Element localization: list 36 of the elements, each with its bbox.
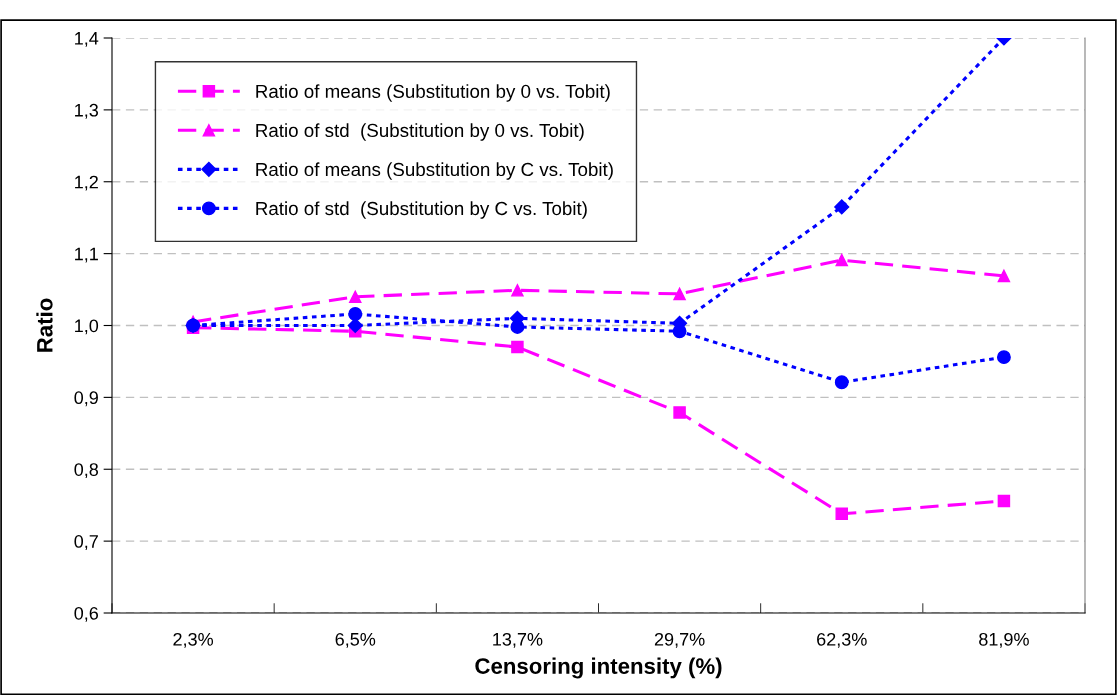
x-tick-label: 2,3% (173, 632, 214, 648)
point (835, 253, 849, 267)
y-tick-label: 1,4 (75, 32, 99, 47)
x-tick-label: 62,3% (817, 632, 867, 648)
y-tick-label: 1,2 (75, 175, 98, 191)
x-tick-label: 13,7% (493, 632, 543, 648)
point (672, 324, 687, 339)
point (348, 290, 362, 304)
point (834, 199, 850, 215)
y-tick-label: 1,3 (75, 103, 99, 119)
x-tick-label: 81,9% (979, 632, 1029, 648)
y-tick-label: 1,0 (75, 319, 99, 335)
y-tick-label: 0,6 (74, 606, 99, 622)
point (997, 269, 1011, 283)
point (511, 340, 524, 354)
x-tick-label: 6,5% (335, 632, 376, 648)
point (835, 507, 849, 521)
legend-label: Ratio of means (Substitution by C vs. Tobit) (256, 162, 613, 180)
y-tick-label: 0,9 (74, 391, 98, 407)
point (996, 350, 1011, 365)
legend-label: Ratio of std (Substitution by 0 vs. Tobit) (256, 123, 584, 141)
point (997, 494, 1011, 508)
x-axis-title: Censoring intensity (%) (475, 657, 722, 679)
y-tick-label: 1,1 (75, 247, 98, 263)
point (834, 375, 849, 390)
point (673, 406, 686, 419)
point (511, 284, 524, 297)
y-tick-label: 0,7 (74, 535, 98, 550)
point (510, 319, 525, 334)
point (348, 307, 363, 321)
y-tick-label: 0,8 (74, 463, 99, 479)
x-tick-label: 29,7% (654, 632, 705, 648)
point (673, 287, 686, 301)
y-axis-title: Ratio (36, 298, 53, 352)
legend-label: Ratio of means (Substitution by 0 vs. Tobit) (256, 84, 610, 102)
legend-label: Ratio of std (Substitution by C vs. Tobit) (256, 201, 587, 219)
